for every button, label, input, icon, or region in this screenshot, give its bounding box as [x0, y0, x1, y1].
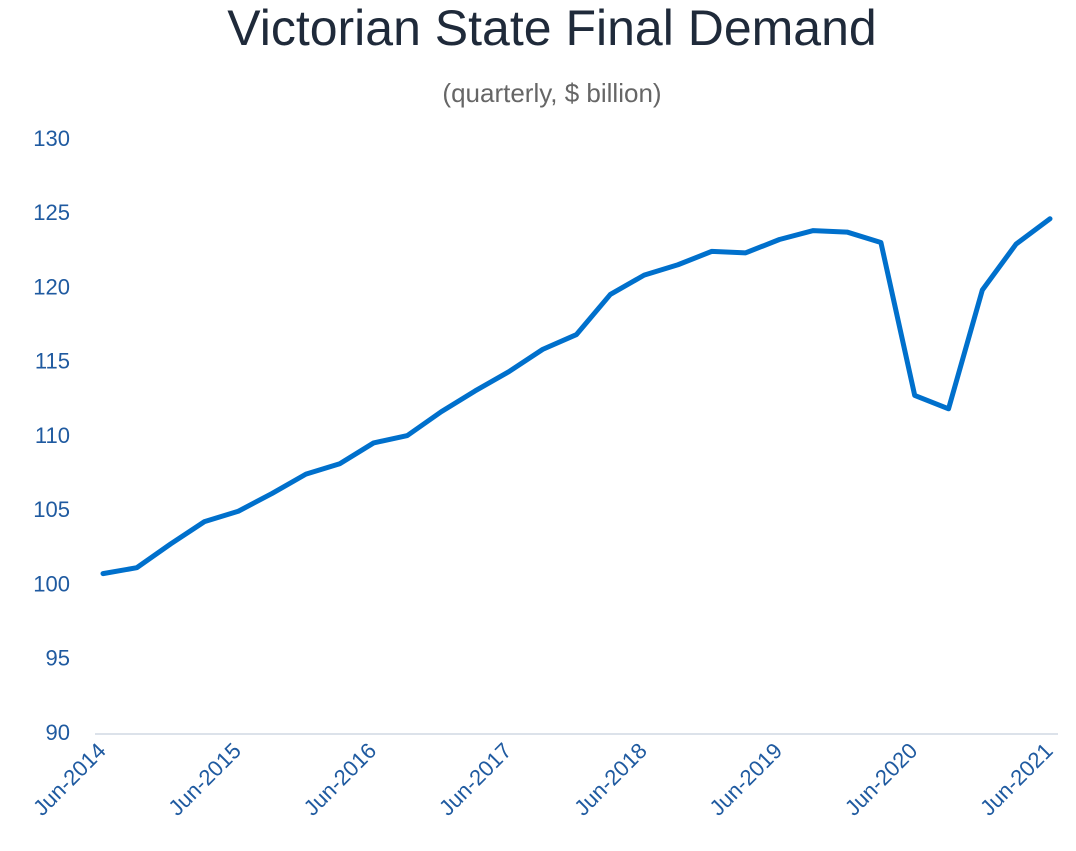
x-tick-label: Jun-2018: [569, 738, 652, 821]
y-tick-label: 125: [33, 200, 70, 225]
y-tick-label: 95: [46, 646, 70, 671]
y-tick-label: 130: [33, 126, 70, 151]
x-tick-label: Jun-2019: [705, 738, 788, 821]
x-tick-label: Jun-2015: [163, 738, 246, 821]
y-tick-label: 120: [33, 274, 70, 299]
x-tick-label: Jun-2021: [975, 738, 1058, 821]
x-tick-label: Jun-2014: [28, 738, 111, 821]
y-tick-label: 115: [35, 349, 70, 374]
y-tick-label: 90: [46, 720, 70, 745]
y-tick-label: 100: [33, 571, 70, 596]
chart-title: Victorian State Final Demand: [227, 0, 876, 56]
line-series: [100, 216, 1053, 577]
y-tick-label: 110: [35, 423, 70, 448]
y-tick-label: 105: [33, 497, 70, 522]
chart-subtitle: (quarterly, $ billion): [442, 78, 661, 108]
x-tick-label: Jun-2020: [840, 738, 923, 821]
x-tick-label: Jun-2017: [434, 738, 517, 821]
x-tick-label: Jun-2016: [299, 738, 382, 821]
